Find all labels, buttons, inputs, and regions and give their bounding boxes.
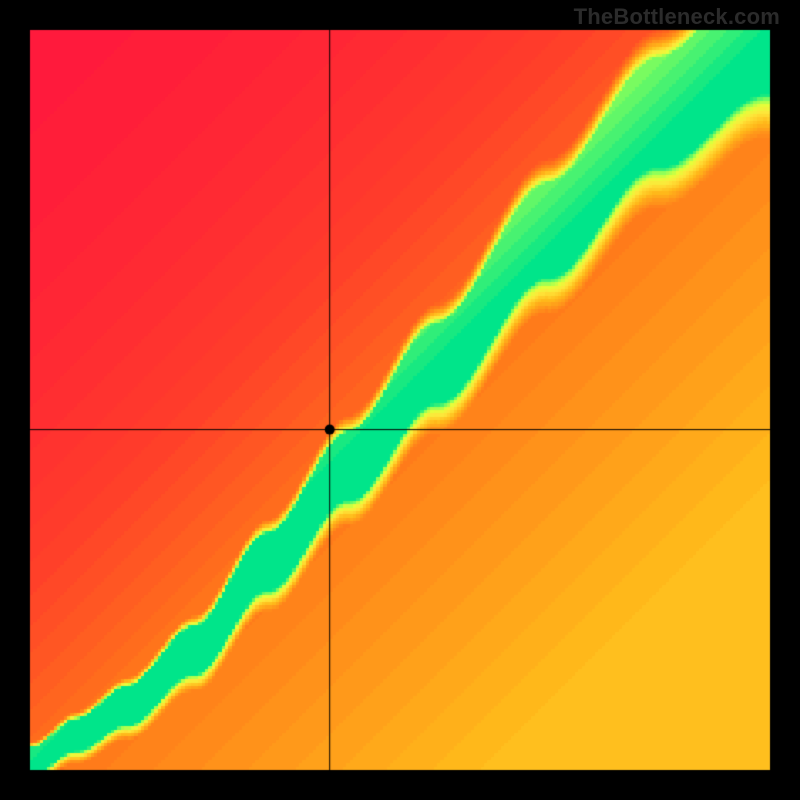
bottleneck-heatmap	[0, 0, 800, 800]
watermark-text: TheBottleneck.com	[574, 4, 780, 30]
